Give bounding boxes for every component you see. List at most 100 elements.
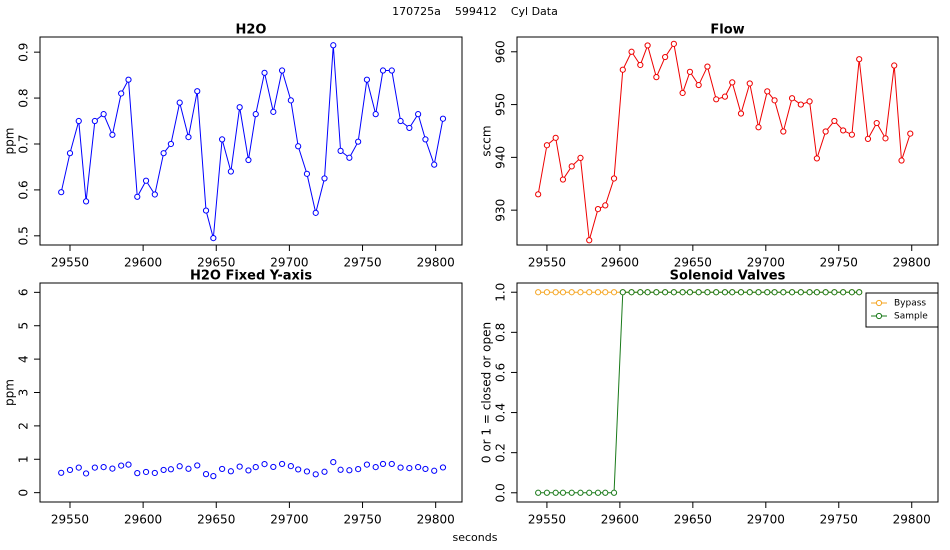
- data-point: [788, 289, 796, 296]
- data-point: [831, 117, 838, 125]
- data-point: [721, 93, 729, 100]
- data-point: [840, 289, 847, 296]
- data-point: [295, 143, 302, 150]
- data-point: [422, 136, 429, 143]
- data-point: [287, 97, 294, 104]
- data-point: [882, 135, 889, 142]
- data-point: [194, 88, 201, 95]
- y-axis-label: ppm: [3, 379, 17, 406]
- data-point: [252, 111, 259, 118]
- data-point: [695, 289, 702, 296]
- x-tick-label: 29750: [343, 256, 381, 270]
- data-point: [219, 136, 226, 143]
- y-tick-label: 1: [17, 455, 31, 463]
- panel-title: Solenoid Valves: [670, 269, 786, 284]
- series-line: [60, 45, 444, 239]
- data-point: [610, 489, 618, 496]
- data-point: [303, 468, 311, 475]
- data-point: [898, 157, 905, 164]
- data-point: [287, 463, 294, 470]
- x-tick-label: 29650: [197, 256, 235, 270]
- data-point: [125, 76, 132, 83]
- data-point: [813, 155, 820, 162]
- data-point: [202, 471, 210, 478]
- y-tick-label: 0.2: [494, 443, 508, 462]
- data-point: [729, 289, 736, 296]
- data-point: [686, 68, 694, 75]
- data-point: [653, 289, 660, 296]
- data-point: [415, 464, 422, 471]
- data-point: [704, 63, 711, 70]
- data-point: [670, 40, 677, 47]
- data-point: [167, 466, 175, 473]
- y-tick-label: 5: [17, 322, 31, 330]
- x-tick-label: 29600: [124, 513, 162, 527]
- data-point: [568, 289, 575, 296]
- x-tick-label: 29550: [51, 256, 89, 270]
- data-point: [552, 134, 559, 141]
- data-point: [210, 473, 217, 480]
- data-point: [167, 140, 175, 148]
- data-point: [261, 69, 268, 76]
- data-point: [721, 289, 729, 296]
- data-point: [873, 119, 880, 127]
- data-point: [337, 147, 344, 154]
- data-point: [330, 459, 337, 466]
- data-point: [577, 489, 584, 496]
- data-point: [543, 142, 551, 149]
- data-point: [82, 198, 90, 205]
- data-point: [577, 289, 584, 296]
- y-tick-label: 0.9: [17, 43, 31, 62]
- data-point: [788, 95, 796, 102]
- data-point: [856, 289, 863, 296]
- data-point: [586, 489, 593, 496]
- data-point: [160, 466, 167, 474]
- data-point: [363, 461, 371, 468]
- data-point: [355, 138, 362, 145]
- x-tick-label: 29750: [820, 256, 858, 270]
- data-point: [142, 468, 150, 476]
- x-tick-label: 29550: [528, 256, 566, 270]
- data-point: [431, 161, 438, 168]
- data-point: [602, 202, 609, 209]
- data-point: [355, 466, 362, 473]
- x-tick-label: 29600: [601, 256, 639, 270]
- x-tick-label: 29700: [270, 256, 308, 270]
- data-point: [82, 470, 90, 477]
- panel-title: H2O: [236, 23, 267, 38]
- data-point: [840, 127, 847, 134]
- data-point: [100, 111, 107, 118]
- data-point: [559, 489, 567, 496]
- data-point: [406, 465, 413, 472]
- data-point: [160, 150, 167, 157]
- page-title: 170725a 599412 Cyl Data: [392, 5, 558, 18]
- data-point: [176, 463, 183, 470]
- data-point: [337, 466, 344, 473]
- plot-frame: [516, 36, 939, 246]
- data-point: [66, 150, 74, 157]
- data-point: [602, 489, 609, 496]
- data-point: [219, 465, 226, 473]
- data-point: [552, 489, 559, 496]
- data-point: [662, 53, 669, 61]
- data-point: [822, 289, 829, 296]
- data-point: [737, 289, 745, 296]
- x-tick-label: 29750: [343, 513, 381, 527]
- data-point: [252, 464, 259, 471]
- data-point: [543, 289, 551, 296]
- x-axis-label: seconds: [453, 531, 498, 544]
- x-tick-label: 29650: [674, 256, 712, 270]
- data-point: [75, 117, 82, 125]
- data-point: [686, 289, 694, 296]
- data-point: [134, 193, 141, 200]
- data-point: [559, 176, 567, 183]
- data-point: [151, 469, 158, 477]
- x-tick-label: 29750: [820, 513, 858, 527]
- x-tick-label: 29800: [893, 513, 931, 527]
- data-point: [363, 76, 371, 83]
- x-tick-label: 29800: [417, 256, 455, 270]
- x-tick-label: 29550: [51, 513, 89, 527]
- data-point: [151, 191, 158, 198]
- data-point: [227, 168, 234, 175]
